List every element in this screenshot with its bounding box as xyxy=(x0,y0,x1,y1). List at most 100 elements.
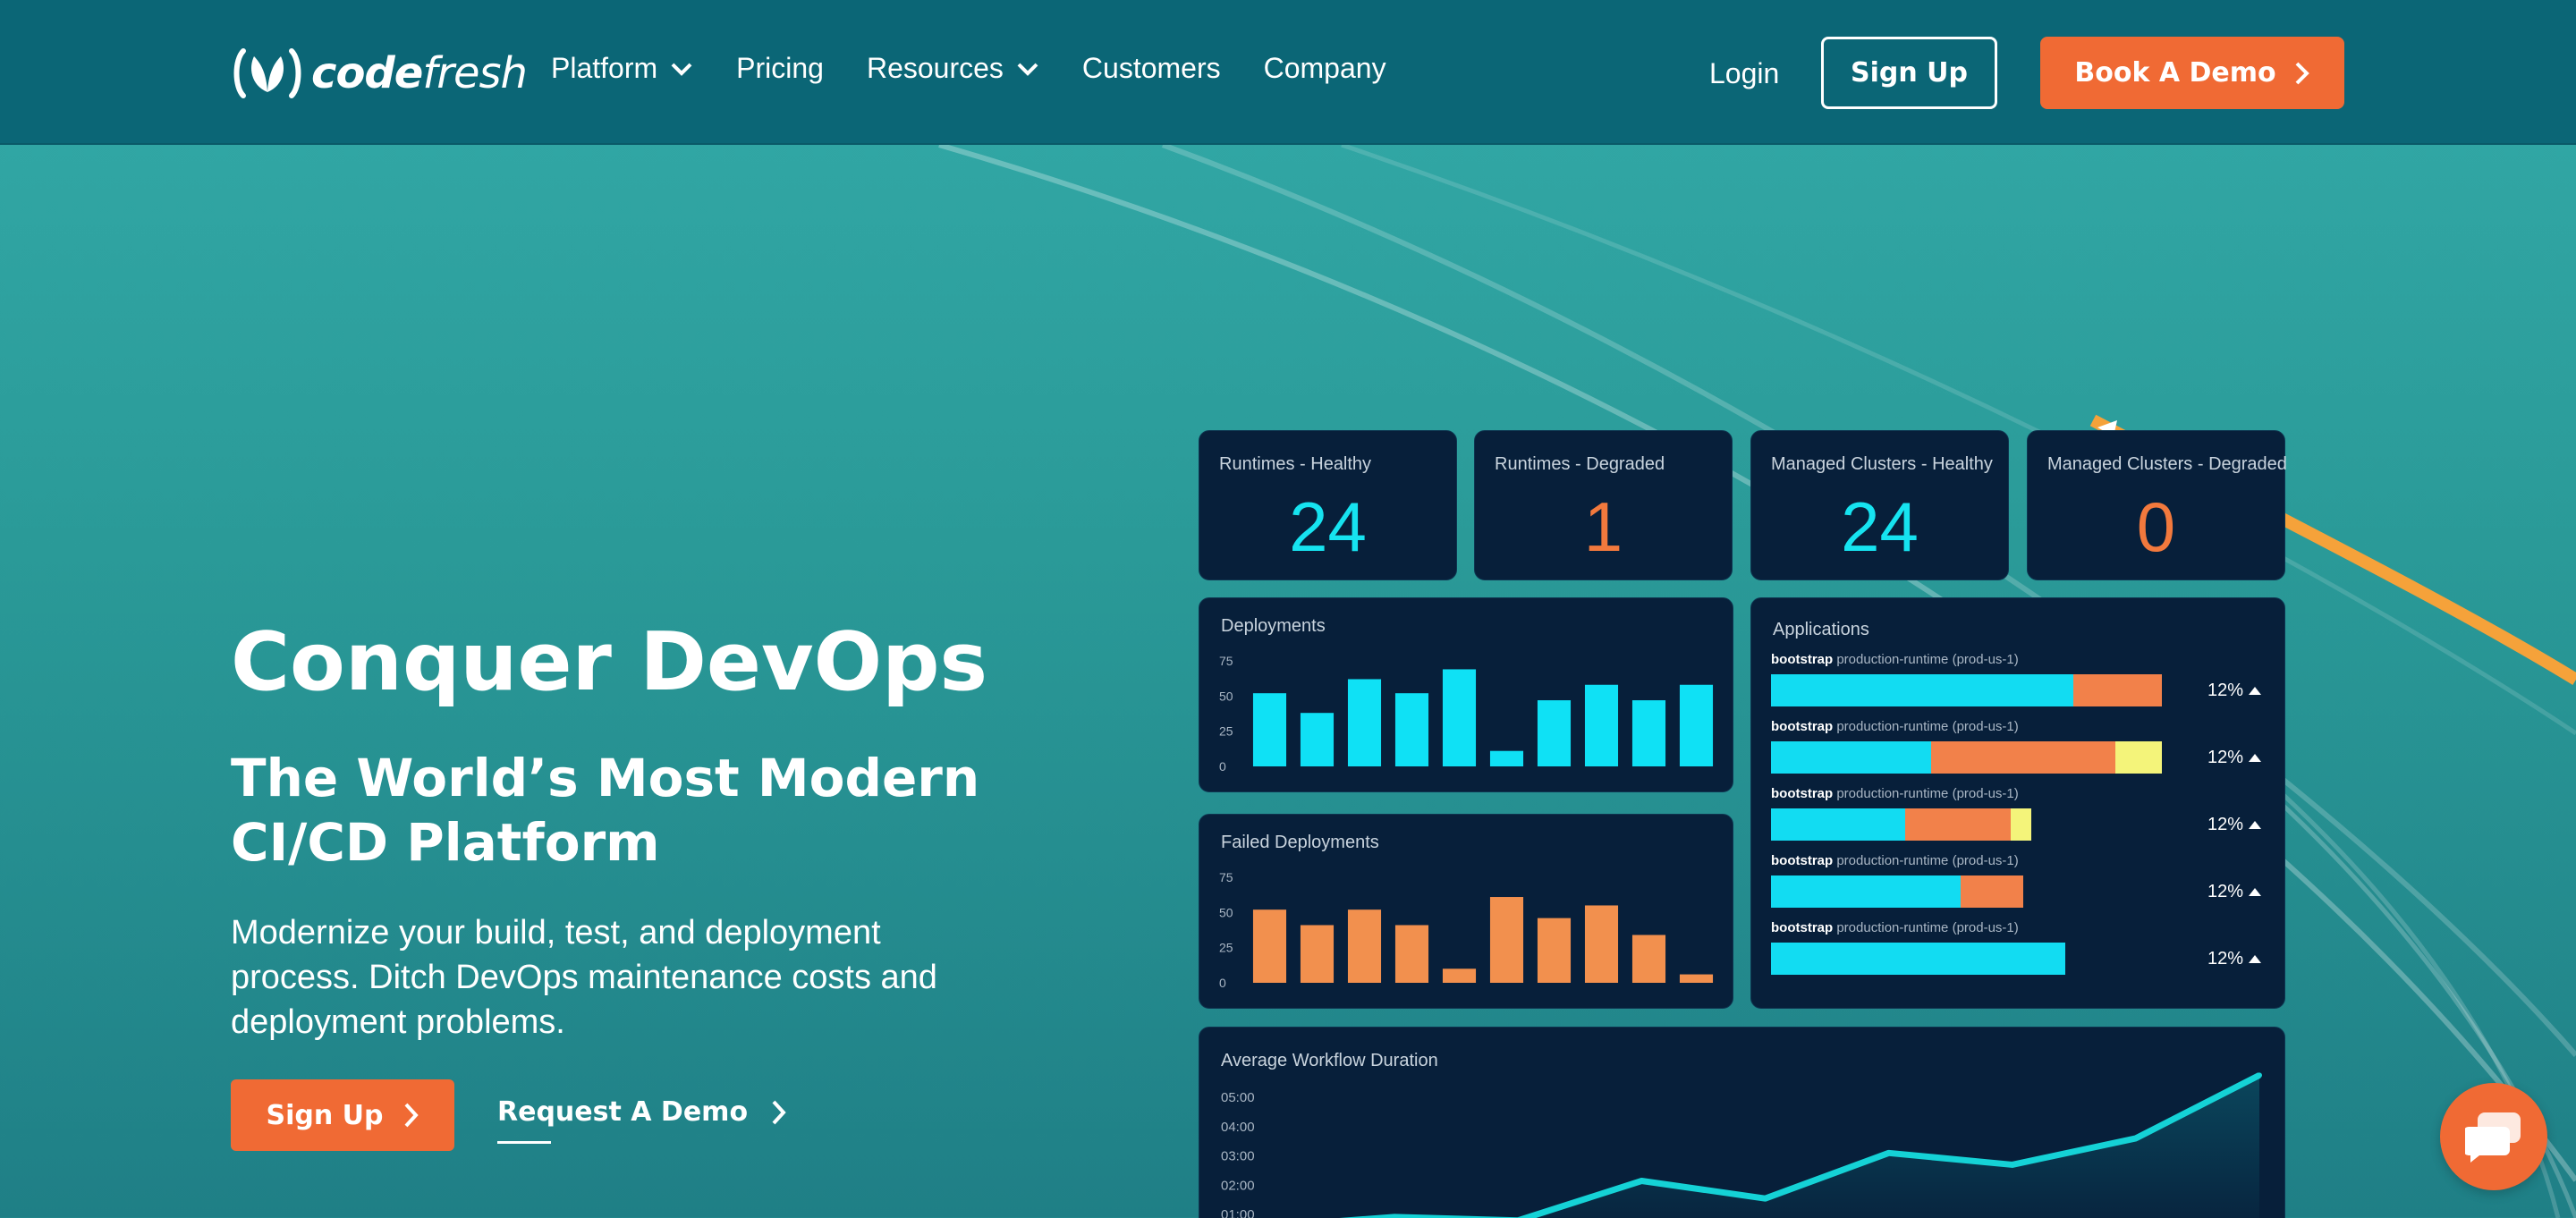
bar xyxy=(1584,905,1619,983)
bar xyxy=(1300,925,1335,983)
y-tick-label: 25 xyxy=(1219,724,1233,739)
signup-button-hero[interactable]: Sign Up xyxy=(231,1079,454,1151)
stat-card-runtimes-healthy: Runtimes - Healthy 24 xyxy=(1199,430,1457,580)
trend-up-icon xyxy=(2249,754,2262,762)
y-tick-label: 05:00 xyxy=(1221,1090,1255,1105)
book-demo-button[interactable]: Book A Demo xyxy=(2040,37,2344,109)
data-point xyxy=(1639,1178,1645,1184)
health-bar-segment xyxy=(1771,741,1931,774)
stat-card-clusters-degraded: Managed Clusters - Degraded 0 xyxy=(2027,430,2287,580)
main-menu: Platform Pricing Resources Customers Com… xyxy=(551,52,1429,85)
application-runtime: production-runtime (prod-us-1) xyxy=(1833,719,2019,734)
bar xyxy=(1394,925,1429,983)
hero-subtitle-line2: CI/CD Platform xyxy=(231,812,660,873)
application-health-bar xyxy=(1771,943,2065,975)
application-health-bar xyxy=(1771,674,2163,706)
codefresh-leaf-icon xyxy=(233,48,301,98)
application-health-bar xyxy=(1771,741,2163,774)
percent-value: 12% xyxy=(2207,882,2244,901)
percent-value: 12% xyxy=(2207,949,2244,968)
bar xyxy=(1489,750,1524,766)
application-name: bootstrap xyxy=(1771,719,1834,734)
application-name: bootstrap xyxy=(1771,920,1834,935)
application-health-bar xyxy=(1771,875,2023,908)
request-demo-label: Request A Demo xyxy=(497,1096,749,1128)
y-tick-label: 75 xyxy=(1219,870,1233,884)
signup-button-header[interactable]: Sign Up xyxy=(1821,37,1997,109)
application-runtime: production-runtime (prod-us-1) xyxy=(1833,920,2019,935)
application-percent: 12% xyxy=(2207,748,2262,768)
health-bar-segment xyxy=(1771,674,2074,706)
stat-label: Managed Clusters - Degraded xyxy=(2047,454,2287,474)
bar xyxy=(1631,700,1666,766)
data-point xyxy=(2009,1162,2015,1168)
chat-button[interactable] xyxy=(2440,1083,2547,1190)
application-percent: 12% xyxy=(2207,882,2262,902)
chevron-right-icon xyxy=(772,1100,786,1124)
data-point xyxy=(1885,1150,1892,1156)
application-runtime: production-runtime (prod-us-1) xyxy=(1833,786,2019,801)
deployments-bar-chart: 75 50 25 0 xyxy=(1219,654,1714,774)
y-tick-label: 0 xyxy=(1219,976,1226,990)
failed-deployments-bar-chart: 75 50 25 0 xyxy=(1219,870,1714,990)
stat-label: Runtimes - Healthy xyxy=(1219,454,1372,474)
bar xyxy=(1584,684,1619,766)
application-runtime: production-runtime (prod-us-1) xyxy=(1833,853,2019,868)
stat-card-clusters-healthy: Managed Clusters - Healthy 24 xyxy=(1750,430,2009,580)
application-row-label: bootstrap production-runtime (prod-us-1) xyxy=(1771,652,2019,667)
data-point xyxy=(2132,1135,2139,1141)
data-point xyxy=(2257,1072,2262,1078)
trend-up-icon xyxy=(2249,821,2262,829)
stat-label: Runtimes - Degraded xyxy=(1495,454,1665,474)
percent-value: 12% xyxy=(2207,748,2244,767)
chevron-down-icon xyxy=(671,63,692,76)
application-percent: 12% xyxy=(2207,949,2262,969)
failed-deployments-chart-card: Failed Deployments 75 50 25 0 xyxy=(1199,814,1733,1009)
y-tick-label: 50 xyxy=(1219,905,1233,919)
area-fill xyxy=(1380,1075,2259,1218)
bar xyxy=(1489,897,1524,983)
bar xyxy=(1679,684,1714,766)
nav-platform[interactable]: Platform xyxy=(551,52,693,85)
chart-title: Deployments xyxy=(1221,616,1326,636)
nav-company[interactable]: Company xyxy=(1263,52,1386,84)
health-bar-segment xyxy=(1960,875,2023,908)
data-point xyxy=(1392,1214,1398,1218)
trend-up-icon xyxy=(2249,687,2262,695)
workflow-duration-chart-card: Average Workflow Duration 05:00 04:00 03:0… xyxy=(1199,1027,2285,1218)
y-tick-label: 25 xyxy=(1219,941,1233,955)
percent-value: 12% xyxy=(2207,681,2244,700)
y-tick-label: 02:00 xyxy=(1221,1178,1255,1193)
health-bar-segment xyxy=(1771,943,2065,975)
bar xyxy=(1347,909,1382,983)
chart-title: Average Workflow Duration xyxy=(1221,1051,1438,1070)
chart-title: Failed Deployments xyxy=(1221,833,1379,852)
percent-value: 12% xyxy=(2207,815,2244,834)
y-tick-label: 0 xyxy=(1219,759,1226,774)
codefresh-logo[interactable]: codefresh xyxy=(231,43,528,104)
hero-title: Conquer DevOps xyxy=(231,615,988,709)
application-row-label: bootstrap production-runtime (prod-us-1) xyxy=(1771,853,2019,868)
chevron-down-icon xyxy=(1017,63,1038,76)
bar xyxy=(1442,669,1477,766)
stat-value: 24 xyxy=(1841,487,1919,566)
bar xyxy=(1442,968,1477,983)
application-row-label: bootstrap production-runtime (prod-us-1) xyxy=(1771,786,2019,801)
bar xyxy=(1300,713,1335,766)
login-link[interactable]: Login xyxy=(1709,57,1780,89)
application-percent: 12% xyxy=(2207,681,2262,701)
request-demo-link[interactable]: Request A Demo xyxy=(497,1096,787,1128)
hero-subtitle: The World’s Most Modern CI/CD Platform xyxy=(231,746,1036,875)
nav-customers[interactable]: Customers xyxy=(1081,52,1221,84)
application-percent: 12% xyxy=(2207,815,2262,835)
y-tick-label: 04:00 xyxy=(1221,1120,1255,1135)
application-name: bootstrap xyxy=(1771,786,1834,801)
nav-pricing[interactable]: Pricing xyxy=(736,52,824,84)
nav-resources[interactable]: Resources xyxy=(867,52,1039,85)
health-bar-segment xyxy=(1771,808,1906,841)
application-name: bootstrap xyxy=(1771,652,1834,667)
trend-up-icon xyxy=(2249,955,2262,963)
deployments-chart-card: Deployments 75 50 25 0 xyxy=(1199,597,1733,792)
bar xyxy=(1537,700,1572,766)
stat-card-runtimes-degraded: Runtimes - Degraded 1 xyxy=(1474,430,1733,580)
